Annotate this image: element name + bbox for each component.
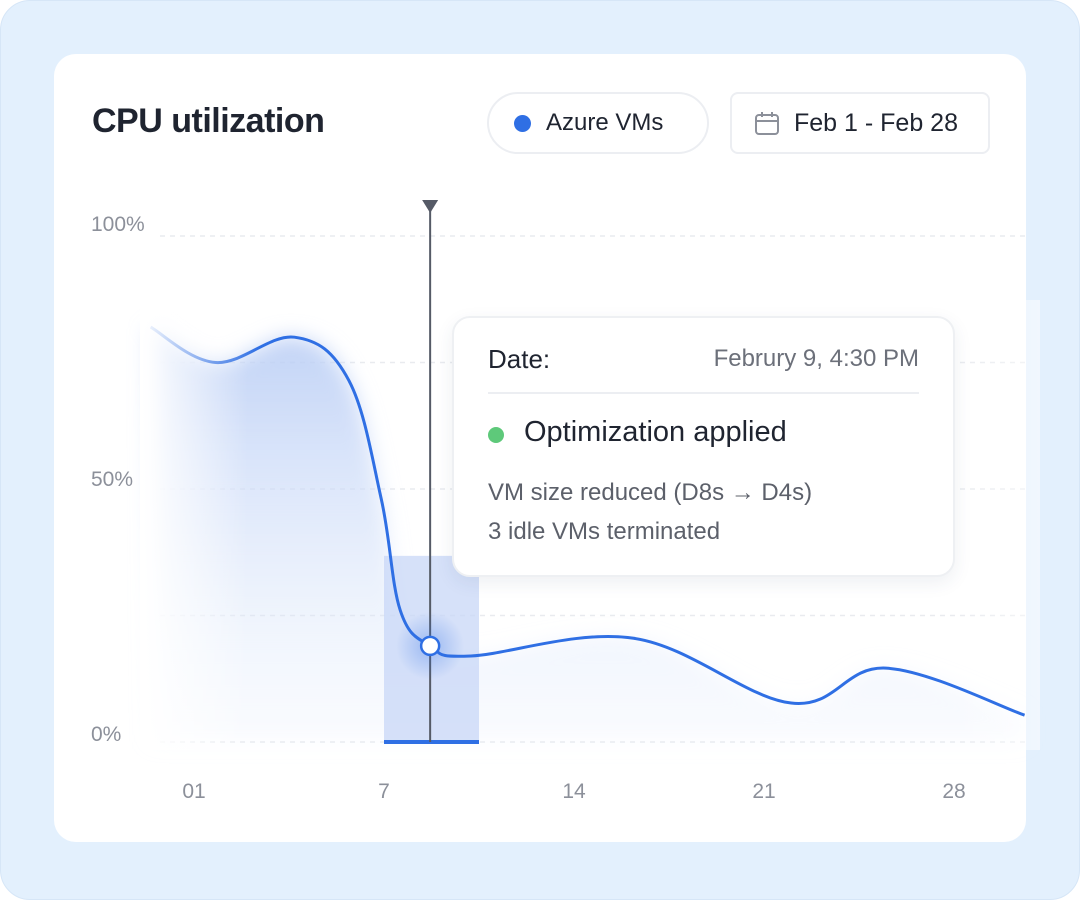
x-tick-label: 01	[182, 780, 206, 803]
series-color-dot	[514, 114, 531, 132]
tooltip-date-value: Februry 9, 4:30 PM	[713, 345, 919, 372]
series-label: Azure VMs	[546, 109, 664, 136]
x-tick-label: 21	[752, 780, 776, 803]
status-dot-icon	[488, 427, 504, 443]
y-tick-label: 0%	[91, 723, 122, 746]
series-filter-button[interactable]: Azure VMs	[487, 92, 709, 154]
x-tick-label: 28	[942, 780, 966, 803]
calendar-icon	[755, 112, 779, 135]
date-range-label: Feb 1 - Feb 28	[794, 108, 958, 137]
tooltip-divider	[488, 392, 919, 394]
y-tick-label: 100%	[91, 213, 145, 236]
data-point-marker	[419, 635, 441, 657]
x-tick-label: 14	[562, 780, 586, 803]
y-tick-label: 50%	[91, 468, 134, 491]
tooltip-date-label: Date:	[488, 344, 551, 374]
highlight-baseline	[384, 740, 479, 744]
cursor-handle-icon	[422, 200, 439, 213]
tooltip-detail: 3 idle VMs terminated	[488, 518, 721, 545]
x-tick-label: 7	[378, 780, 390, 803]
tooltip-status: Optimization applied	[524, 416, 787, 448]
tooltip-detail: VM size reduced (D8s → D4s)	[488, 479, 813, 506]
date-range-picker[interactable]: Feb 1 - Feb 28	[730, 92, 990, 154]
tooltip: Date: Februry 9, 4:30 PM Optimization ap…	[452, 316, 955, 577]
chart-title: CPU utilization	[92, 102, 325, 140]
